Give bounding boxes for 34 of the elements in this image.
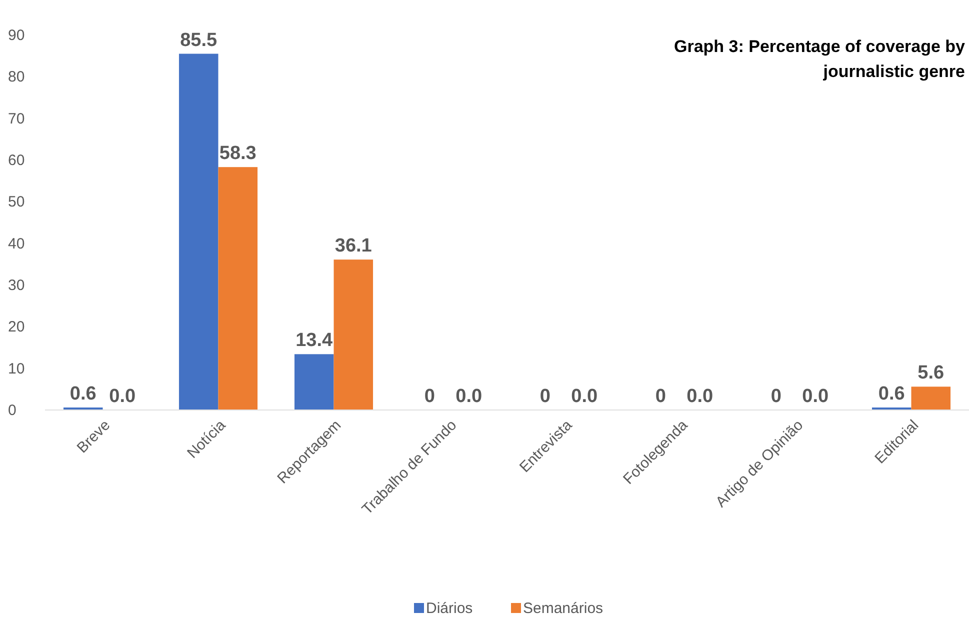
bar <box>911 386 951 410</box>
y-tick-label: 70 <box>8 110 25 128</box>
data-label: 0 <box>540 386 550 407</box>
y-tick-label: 0 <box>8 402 16 419</box>
data-label: 5.6 <box>918 362 944 384</box>
y-tick-label: 40 <box>8 235 25 252</box>
y-tick-label: 30 <box>8 277 25 294</box>
data-label: 0 <box>770 386 782 407</box>
y-tick-label: 50 <box>8 194 25 211</box>
text: Graph 3: Percentage of coverage by journalistic genre <box>674 37 966 81</box>
data-label: 85.5 <box>180 30 218 51</box>
y-tick-label: 20 <box>8 318 25 336</box>
data-label: 13.4 <box>296 330 334 352</box>
bar <box>334 260 374 410</box>
y-tick-label: 60 <box>8 152 25 169</box>
bar <box>178 54 218 410</box>
legend-label: Diários <box>426 600 473 617</box>
bar <box>218 167 258 410</box>
bar <box>294 354 334 410</box>
data-label: 0.0 <box>571 386 598 407</box>
data-label: 0.0 <box>802 386 829 407</box>
data-label: 36.1 <box>334 236 372 257</box>
data-label: 0 <box>655 386 666 407</box>
data-label: 0.0 <box>109 386 136 407</box>
data-label: 0.6 <box>878 384 905 404</box>
data-label: 58.3 <box>219 143 256 164</box>
y-tick-label: 10 <box>8 360 25 378</box>
y-tick-label: 90 <box>8 27 25 44</box>
data-label: 0.0 <box>456 386 482 407</box>
data-label: 0 <box>424 386 435 407</box>
data-label: 0.0 <box>686 386 714 407</box>
data-label: 0.6 <box>70 384 96 404</box>
y-tick-label: 80 <box>8 68 25 86</box>
legend-label: Semanários <box>523 600 604 617</box>
